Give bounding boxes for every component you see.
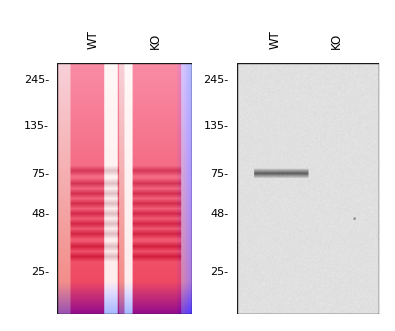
Text: 25-: 25- (31, 267, 49, 277)
Text: 25-: 25- (211, 267, 228, 277)
Text: 75-: 75- (31, 168, 49, 179)
Text: KO: KO (330, 33, 343, 49)
Text: WT: WT (269, 30, 282, 49)
Text: 135-: 135- (203, 121, 228, 131)
Text: 245-: 245- (203, 75, 228, 85)
Text: 48-: 48- (31, 209, 49, 219)
Text: 245-: 245- (24, 75, 49, 85)
Text: 75-: 75- (211, 168, 228, 179)
Text: 48-: 48- (210, 209, 228, 219)
Text: WT: WT (87, 30, 100, 49)
Text: 135-: 135- (24, 121, 49, 131)
Text: KO: KO (149, 33, 162, 49)
